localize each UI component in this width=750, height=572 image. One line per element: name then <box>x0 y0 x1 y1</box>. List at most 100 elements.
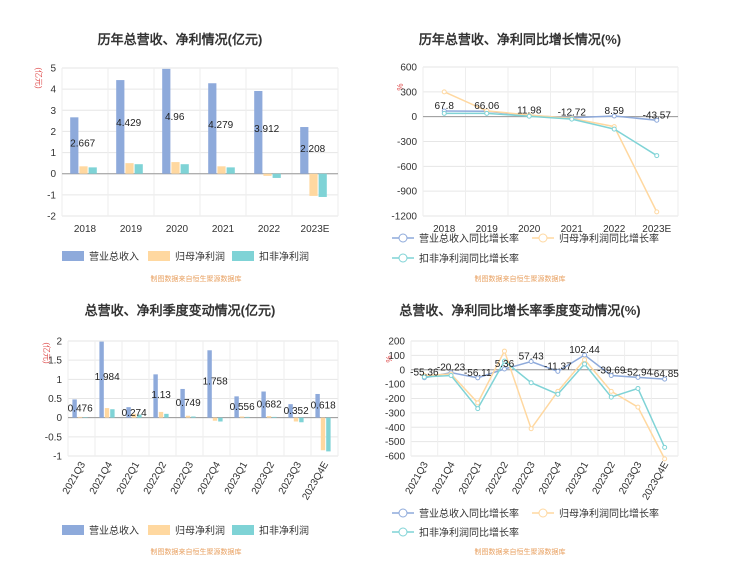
chart-4: 总营收、净利同比增长率季度变动情况(%)% -600 -500 -400 -300 -20… <box>384 303 679 556</box>
legend-marker <box>398 508 408 518</box>
data-label: -43.57 <box>643 110 672 121</box>
data-label: 8.59 <box>605 106 625 117</box>
legend-marker <box>398 233 408 243</box>
legend-swatch <box>148 251 170 261</box>
x-tick-label: 2021Q4 <box>88 460 116 497</box>
y-unit-label: % <box>384 355 393 362</box>
bar-1 <box>288 404 293 418</box>
bar-1 <box>208 83 217 174</box>
bar-2 <box>239 416 245 418</box>
y-tick-label: 1.5 <box>48 356 62 367</box>
x-tick-label: 2021Q3 <box>61 460 89 497</box>
series-point-3 <box>611 126 617 132</box>
y-tick-label: -100 <box>385 380 405 391</box>
legend-swatch <box>232 251 254 261</box>
bar-1 <box>153 374 158 418</box>
chart-3: 总营收、净利季度变动情况(亿元) (亿元) -1 -0.5 0 0.5 1 1.5 2 2021Q… <box>42 303 339 556</box>
bar-1 <box>70 117 79 174</box>
series-point-3 <box>662 444 668 450</box>
data-label: 0.618 <box>311 401 336 412</box>
data-label: 4.279 <box>208 120 233 131</box>
bar-1 <box>234 396 239 418</box>
data-label: -56.11 <box>464 368 492 379</box>
y-tick-label: -600 <box>385 452 405 463</box>
data-label: -12.72 <box>558 108 587 119</box>
legend-swatch <box>62 251 84 261</box>
y-tick-label: 0 <box>411 112 417 123</box>
bar-2 <box>77 416 83 418</box>
data-label: 0.274 <box>122 408 147 419</box>
series-point-2 <box>635 404 641 410</box>
chart-title: 历年总营收、净利情况(亿元) <box>98 32 263 47</box>
legend-label: 归母净利润 <box>175 250 225 263</box>
series-point-1 <box>611 113 617 119</box>
x-tick-label: 2019 <box>476 224 499 235</box>
series-point-1 <box>582 352 588 358</box>
bar-1 <box>99 341 104 418</box>
data-label: 0.556 <box>230 402 255 413</box>
series-point-3 <box>569 116 575 122</box>
legend-marker <box>398 253 408 263</box>
y-tick-label: 1 <box>56 375 62 386</box>
bar-1 <box>180 388 185 418</box>
legend-marker <box>398 527 408 537</box>
x-tick-label: 2022Q1 <box>115 460 143 497</box>
legend-label: 营业总收入 <box>89 524 139 537</box>
series-point-3 <box>421 374 427 380</box>
y-tick-label: 0 <box>56 413 62 424</box>
series-point-2 <box>441 89 447 95</box>
bar-1 <box>207 350 212 418</box>
x-tick-label: 2022Q1 <box>457 460 485 497</box>
bar-2 <box>185 415 191 418</box>
y-tick-label: 300 <box>400 87 417 98</box>
data-label: 102.44 <box>569 345 600 356</box>
y-tick-label: 4 <box>50 85 56 96</box>
bar-1 <box>261 391 266 418</box>
y-tick-label: -1 <box>47 190 56 201</box>
bar-2 <box>79 166 88 174</box>
bar-2 <box>266 416 272 418</box>
bar-2 <box>212 417 218 421</box>
series-point-3 <box>608 394 614 400</box>
legend-label: 营业总收入同比增长率 <box>419 232 519 245</box>
data-label: -20.23 <box>437 363 466 374</box>
x-tick-label: 2023Q4E <box>300 460 331 502</box>
series-point-1 <box>654 117 660 123</box>
y-tick-label: -600 <box>397 162 417 173</box>
bar-3 <box>191 416 196 418</box>
legend-label: 营业总收入同比增长率 <box>419 507 519 520</box>
data-label: 1.984 <box>95 372 120 383</box>
bar-3 <box>326 417 331 452</box>
bar-2 <box>263 173 272 176</box>
data-label: -55.36 <box>410 368 439 379</box>
chart-2: 历年总营收、净利同比增长情况(%)% -1200 -900 -600 -300 0 300 6… <box>391 32 679 283</box>
series-line-2 <box>443 91 658 213</box>
bar-1 <box>254 91 263 174</box>
data-label: -52.94 <box>624 367 653 378</box>
series-point-1 <box>528 358 534 364</box>
series-point-3 <box>475 406 481 412</box>
y-tick-label: -1200 <box>391 212 417 223</box>
series-point-1 <box>662 376 668 382</box>
data-label: 67.8 <box>435 101 455 112</box>
y-tick-label: 3 <box>50 106 56 117</box>
x-tick-label: 2020 <box>166 224 189 235</box>
bar-1 <box>72 399 77 418</box>
y-tick-label: 2 <box>50 127 56 138</box>
bar-2 <box>104 408 110 418</box>
x-tick-label: 2021 <box>561 224 584 235</box>
x-tick-label: 2018 <box>433 224 456 235</box>
y-tick-label: -900 <box>397 187 417 198</box>
bar-3 <box>83 417 88 418</box>
x-tick-label: 2022Q2 <box>484 460 512 497</box>
x-tick-label: 2023E <box>301 224 330 235</box>
series-point-3 <box>484 110 490 116</box>
legend-label: 扣非净利润同比增长率 <box>419 526 519 539</box>
legend-label: 归母净利润 <box>175 524 225 537</box>
series-point-3 <box>441 110 447 116</box>
y-tick-label: -1 <box>53 452 62 463</box>
series-point-2 <box>475 400 481 406</box>
legend-label: 扣非净利润 <box>259 250 309 263</box>
series-point-3 <box>582 361 588 367</box>
